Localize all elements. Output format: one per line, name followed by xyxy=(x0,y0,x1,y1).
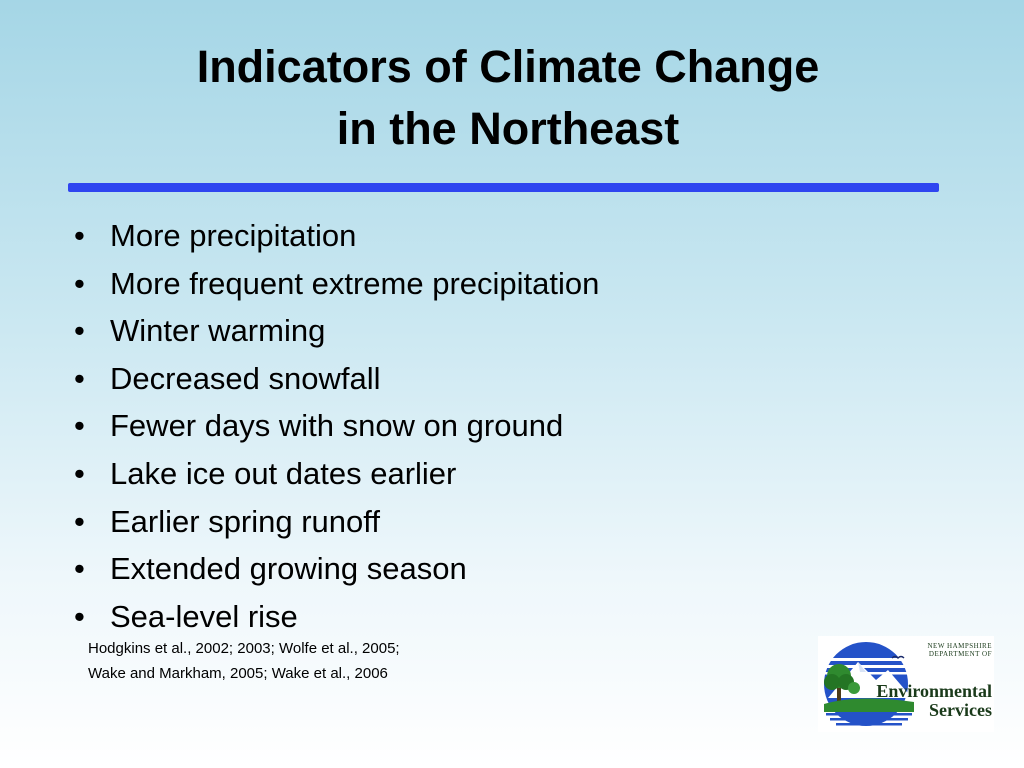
bullet-marker: • xyxy=(74,503,85,539)
indicator-text: Lake ice out dates earlier xyxy=(110,455,457,491)
logo-line-services: Services xyxy=(929,700,992,720)
indicator-text: Sea-level rise xyxy=(110,598,298,634)
indicator-text: More frequent extreme precipitation xyxy=(110,265,600,301)
citation-line-2: Wake and Markham, 2005; Wake et al., 200… xyxy=(88,665,388,682)
bullet-marker: • xyxy=(74,265,85,301)
title-divider xyxy=(68,183,939,192)
citation: Hodgkins et al., 2002; 2003; Wolfe et al… xyxy=(88,636,400,686)
slide-title-line-2: in the Northeast xyxy=(336,103,680,154)
bullet-marker: • xyxy=(74,360,85,396)
bullet-marker: • xyxy=(74,598,85,634)
indicator-text: Decreased snowfall xyxy=(110,360,381,396)
bullet-marker: • xyxy=(74,313,85,349)
indicator-text: Extended growing season xyxy=(110,551,467,587)
nhdes-logo: NEW HAMPSHIRE DEPARTMENT OF Environmenta… xyxy=(818,636,994,732)
indicator-text: More precipitation xyxy=(110,218,357,253)
logo-line-state: NEW HAMPSHIRE xyxy=(927,642,992,650)
slide-title: Indicators of Climate Change in the Nort… xyxy=(0,36,1016,160)
slide-title-line-1: Indicators of Climate Change xyxy=(196,41,820,92)
indicator-text: Earlier spring runoff xyxy=(110,503,380,539)
bullet-marker: • xyxy=(74,218,85,253)
logo-line-environmental: Environmental xyxy=(876,681,992,701)
logo-line-department: DEPARTMENT OF xyxy=(928,650,992,658)
logo-emblem-icon xyxy=(824,642,914,726)
indicator-text: Winter warming xyxy=(110,313,326,349)
bullet-marker: • xyxy=(74,408,85,444)
citation-line-1: Hodgkins et al., 2002; 2003; Wolfe et al… xyxy=(88,640,400,657)
bullet-marker: • xyxy=(74,455,85,491)
logo-wordmark: NEW HAMPSHIRE DEPARTMENT OF Environmenta… xyxy=(866,642,992,720)
indicator-text: Fewer days with snow on ground xyxy=(110,408,564,444)
bullet-marker: • xyxy=(74,551,85,587)
